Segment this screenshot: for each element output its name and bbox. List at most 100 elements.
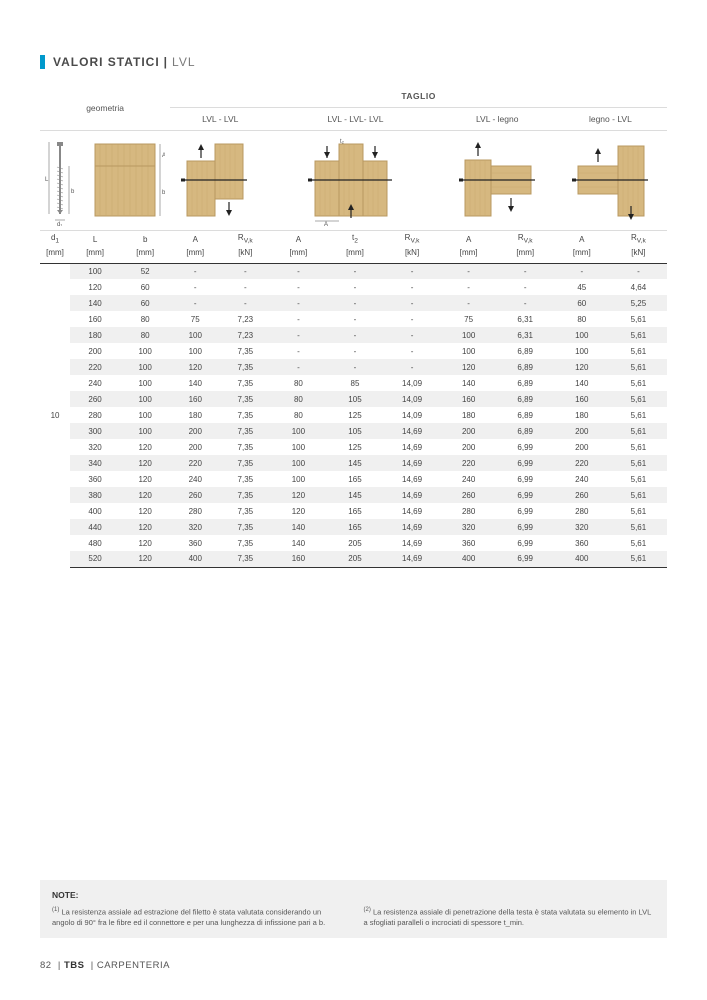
cell-A-c: 260	[441, 487, 497, 503]
diagram-lvl-legno	[447, 136, 547, 226]
title-accent-bar	[40, 55, 45, 69]
hdr-A2: A	[270, 231, 326, 247]
cell-t2-b: -	[326, 359, 383, 375]
cell-Rvk-a: -	[220, 263, 270, 279]
cell-L: 280	[70, 407, 120, 423]
u-A2: [mm]	[270, 247, 326, 263]
cell-A-d: 400	[554, 551, 610, 567]
cell-Rvk-c: 6,89	[497, 343, 554, 359]
cell-b: 100	[120, 423, 170, 439]
cell-A-c: 240	[441, 471, 497, 487]
cell-A-a: 140	[170, 375, 220, 391]
cell-Rvk-b: 14,09	[384, 407, 441, 423]
cell-A-a: 360	[170, 535, 220, 551]
cell-A-d: 280	[554, 503, 610, 519]
cell-A-c: 120	[441, 359, 497, 375]
cell-A-c: -	[441, 295, 497, 311]
cell-L: 300	[70, 423, 120, 439]
table-row: 5201204007,3516020514,694006,994005,61	[40, 551, 667, 567]
cell-Rvk-d: 5,61	[610, 487, 667, 503]
cell-Rvk-c: 6,89	[497, 423, 554, 439]
cell-Rvk-a: -	[220, 295, 270, 311]
u-Rvk1: [kN]	[220, 247, 270, 263]
cell-A-c: 360	[441, 535, 497, 551]
cell-Rvk-d: -	[610, 263, 667, 279]
hdr-A3: A	[441, 231, 497, 247]
cell-L: 180	[70, 327, 120, 343]
cell-A-b: 100	[270, 455, 326, 471]
col-legno-lvl: legno - LVL	[554, 108, 667, 131]
cell-L: 220	[70, 359, 120, 375]
cell-Rvk-b: 14,09	[384, 375, 441, 391]
cell-Rvk-b: 14,69	[384, 551, 441, 567]
cell-b: 100	[120, 343, 170, 359]
svg-text:b: b	[162, 190, 165, 196]
table-row: 14060-------605,25	[40, 295, 667, 311]
cell-b: 120	[120, 519, 170, 535]
cell-t2-b: -	[326, 279, 383, 295]
cell-A-c: 180	[441, 407, 497, 423]
cell-Rvk-c: 6,89	[497, 359, 554, 375]
cell-b: 60	[120, 279, 170, 295]
hdr-A4: A	[554, 231, 610, 247]
table-header-groups: geometria TAGLIO LVL - LVL LVL - LVL- LV…	[40, 85, 667, 231]
col-lvl-legno: LVL - legno	[441, 108, 554, 131]
cell-d1: 10	[40, 263, 70, 567]
cell-A-c: 160	[441, 391, 497, 407]
cell-Rvk-d: 5,61	[610, 423, 667, 439]
cell-A-d: 320	[554, 519, 610, 535]
cell-A-c: -	[441, 279, 497, 295]
table-row: 3801202607,3512014514,692606,992605,61	[40, 487, 667, 503]
cell-Rvk-c: 6,99	[497, 503, 554, 519]
cell-A-d: 80	[554, 311, 610, 327]
svg-text:t₂: t₂	[340, 139, 345, 145]
cell-L: 100	[70, 263, 120, 279]
cell-t2-b: 85	[326, 375, 383, 391]
cell-Rvk-d: 5,61	[610, 551, 667, 567]
table-row: 1010052---------	[40, 263, 667, 279]
cell-A-d: -	[554, 263, 610, 279]
table-row: 3001002007,3510010514,692006,892005,61	[40, 423, 667, 439]
cell-A-c: 220	[441, 455, 497, 471]
cell-A-c: 100	[441, 343, 497, 359]
cell-Rvk-c: 6,99	[497, 487, 554, 503]
cell-Rvk-d: 5,61	[610, 471, 667, 487]
svg-text:A: A	[324, 222, 328, 226]
cell-Rvk-c: -	[497, 279, 554, 295]
cell-L: 260	[70, 391, 120, 407]
cell-A-d: 60	[554, 295, 610, 311]
cell-Rvk-b: 14,09	[384, 391, 441, 407]
cell-Rvk-a: 7,35	[220, 439, 270, 455]
cell-Rvk-a: 7,35	[220, 455, 270, 471]
table-row: 2401001407,35808514,091406,891405,61	[40, 375, 667, 391]
cell-A-b: -	[270, 359, 326, 375]
cell-A-d: 100	[554, 327, 610, 343]
cell-A-a: 260	[170, 487, 220, 503]
col-lvl-lvl: LVL - LVL	[170, 108, 270, 131]
cell-A-a: -	[170, 295, 220, 311]
cell-A-b: 160	[270, 551, 326, 567]
cell-Rvk-b: 14,69	[384, 519, 441, 535]
cell-t2-b: 105	[326, 391, 383, 407]
cell-t2-b: 125	[326, 407, 383, 423]
cell-b: 80	[120, 311, 170, 327]
cell-A-d: 120	[554, 359, 610, 375]
cell-A-c: 280	[441, 503, 497, 519]
main-table: geometria TAGLIO LVL - LVL LVL - LVL- LV…	[40, 85, 667, 568]
cell-A-b: 80	[270, 375, 326, 391]
cell-Rvk-d: 5,61	[610, 391, 667, 407]
cell-Rvk-d: 5,61	[610, 455, 667, 471]
cell-Rvk-c: 6,99	[497, 439, 554, 455]
cell-L: 120	[70, 279, 120, 295]
cell-L: 360	[70, 471, 120, 487]
cell-A-c: 200	[441, 423, 497, 439]
cell-b: 120	[120, 503, 170, 519]
hdr-L: L	[70, 231, 120, 247]
cell-A-b: -	[270, 311, 326, 327]
cell-b: 120	[120, 535, 170, 551]
cell-L: 200	[70, 343, 120, 359]
cell-Rvk-b: -	[384, 327, 441, 343]
table-row: 4001202807,3512016514,692806,992805,61	[40, 503, 667, 519]
diagram-legno-lvl	[560, 136, 660, 226]
table-row: 2201001207,35---1206,891205,61	[40, 359, 667, 375]
